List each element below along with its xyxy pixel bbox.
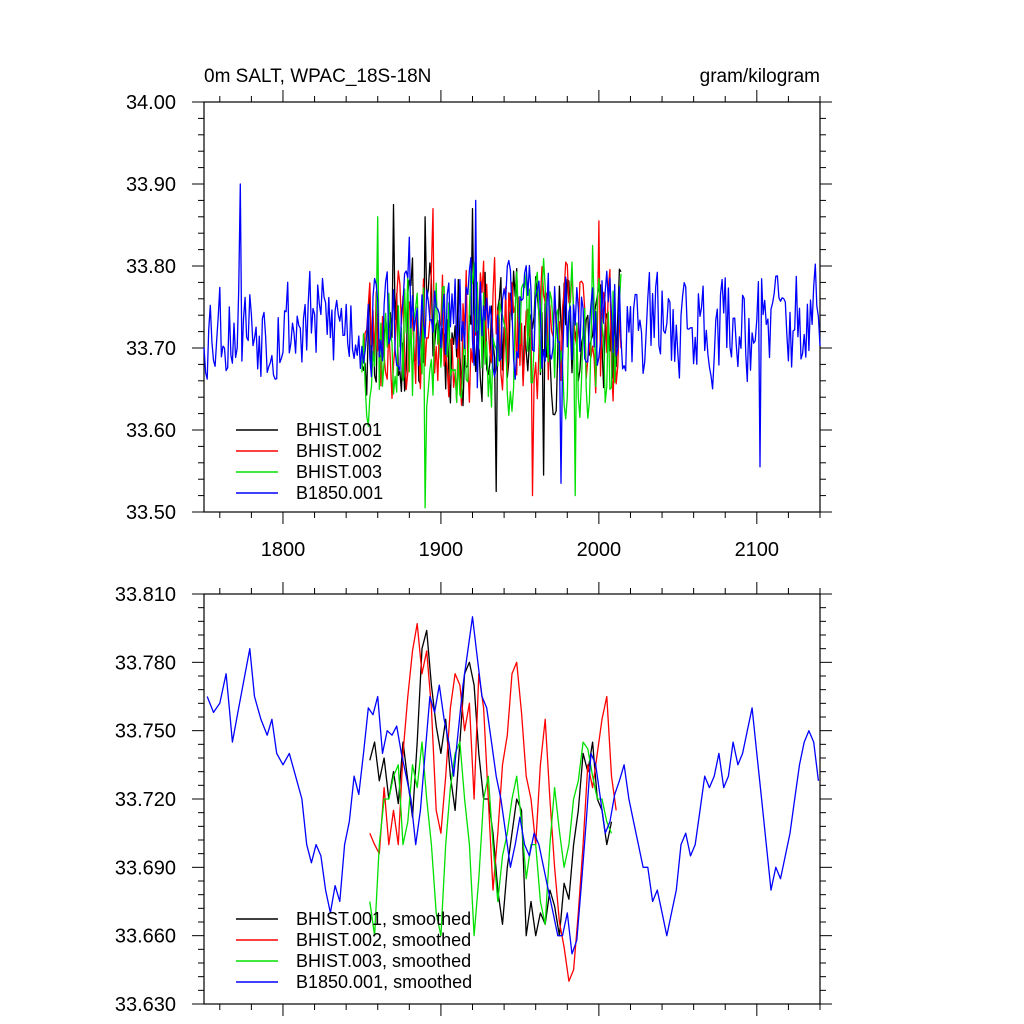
bottom-series-group [206, 616, 820, 982]
y-tick-label: 34.00 [126, 92, 176, 114]
legend-label: B1850.001 [296, 483, 383, 503]
y-tick-label: 33.50 [126, 502, 176, 524]
x-tick-label: 2000 [577, 539, 622, 561]
y-tick-label: 33.720 [115, 789, 176, 811]
series-line-bhist-002 [369, 622, 617, 982]
series-line-b1850-001 [203, 183, 821, 484]
y-tick-label: 33.70 [126, 338, 176, 360]
legend-label: BHIST.003 [296, 462, 382, 482]
series-line-b1850-001 [206, 616, 820, 955]
top-series-group [203, 183, 821, 509]
y-tick-label: 33.80 [126, 256, 176, 278]
series-line-bhist-003 [361, 216, 622, 509]
y-tick-label: 33.60 [126, 420, 176, 442]
y-tick-label: 33.750 [115, 721, 176, 743]
legend-label: BHIST.001 [296, 420, 382, 440]
y-tick-label: 33.630 [115, 994, 176, 1016]
y-tick-label: 33.810 [115, 584, 176, 606]
legend-label: BHIST.001, smoothed [296, 909, 471, 929]
top-chart-units: gram/kilogram [700, 66, 820, 87]
series-line-bhist-001 [369, 629, 613, 937]
y-tick-label: 33.660 [115, 926, 176, 948]
legend-label: BHIST.002 [296, 441, 382, 461]
series-line-bhist-002 [361, 207, 622, 497]
y-tick-label: 33.690 [115, 857, 176, 879]
top-chart-title: 0m SALT, WPAC_18S-18N [204, 66, 431, 87]
legend-label: BHIST.003, smoothed [296, 951, 471, 971]
legend-label: B1850.001, smoothed [296, 972, 472, 992]
x-tick-label: 1900 [419, 539, 464, 561]
top-plot-frame [203, 101, 821, 513]
y-tick-label: 33.90 [126, 174, 176, 196]
top-axis-ticks: 1800 1900 2000 2100 33.50 33.60 33.70 33.80 33.9… [126, 90, 832, 561]
x-tick-label: 1800 [261, 539, 306, 561]
x-tick-label: 2100 [735, 539, 780, 561]
y-tick-label: 33.780 [115, 652, 176, 674]
bottom-axis-ticks: 33.630 33.660 33.690 33.720 33.750 33.780 33.8… [115, 582, 832, 1016]
legend-label: BHIST.002, smoothed [296, 930, 471, 950]
